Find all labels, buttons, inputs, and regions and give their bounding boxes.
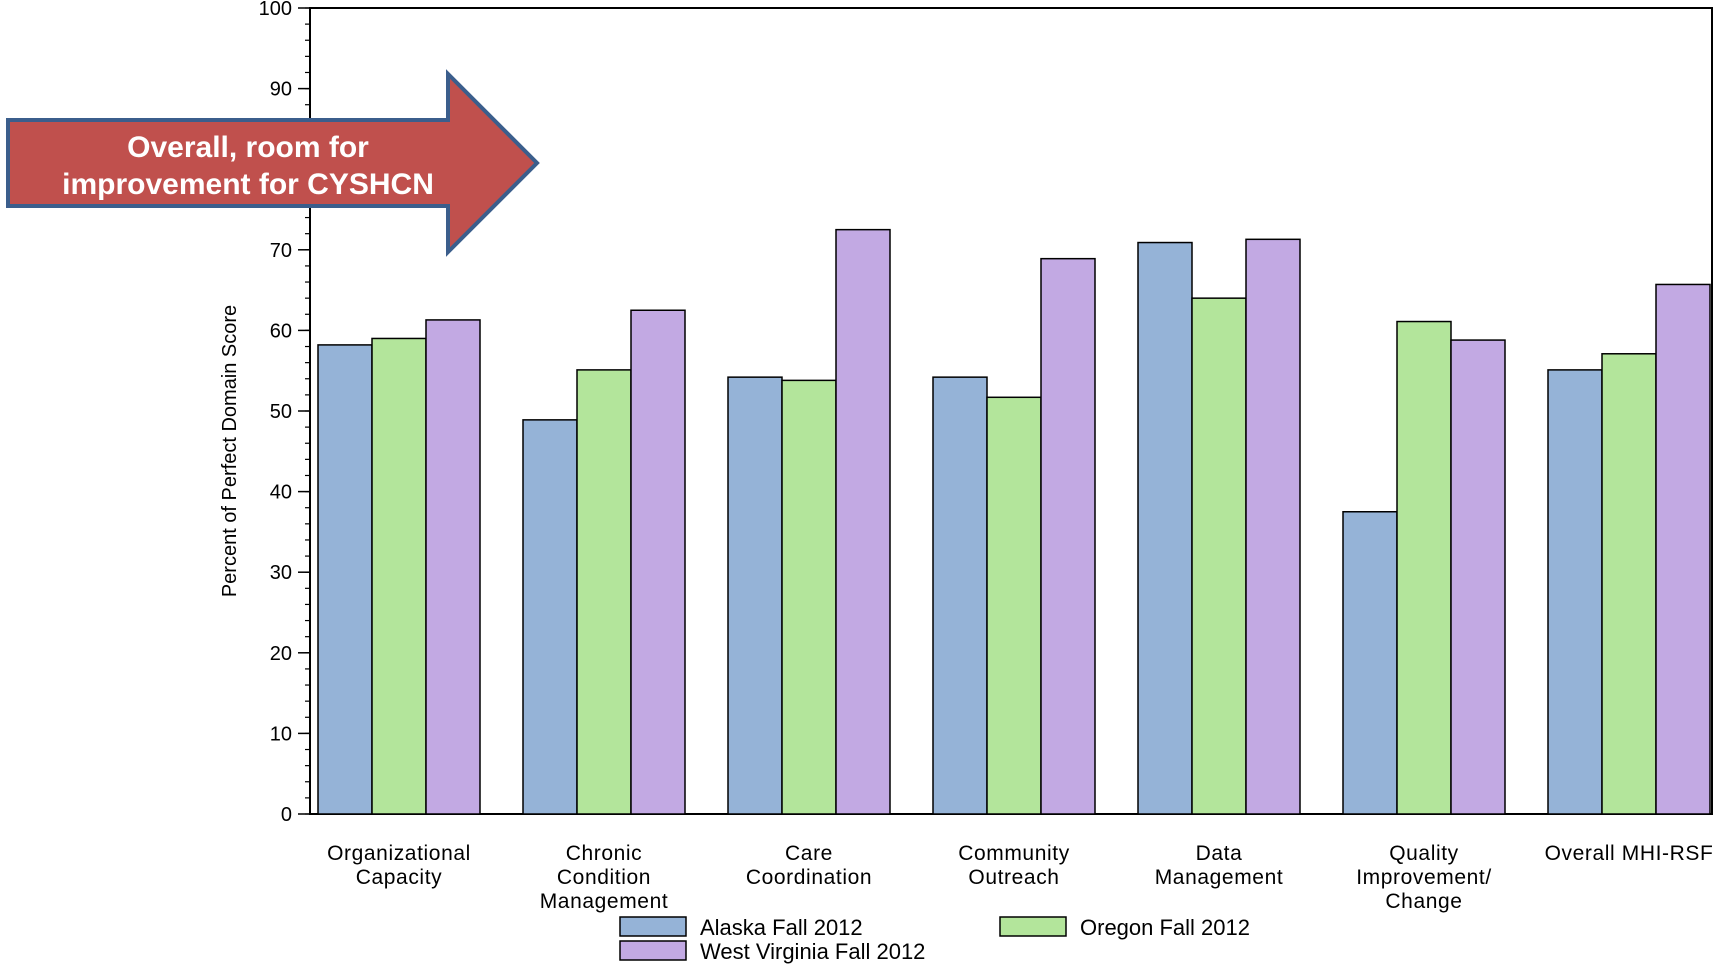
y-tick-label: 100	[259, 0, 292, 20]
legend-swatch	[619, 916, 687, 937]
y-tick-label: 40	[270, 482, 292, 504]
bar	[1342, 511, 1398, 815]
x-tick-label: Data	[1196, 842, 1243, 865]
x-tick-label: Capacity	[356, 866, 443, 889]
arrow-shape	[6, 69, 540, 257]
bar	[371, 337, 427, 815]
y-tick-label: 30	[270, 562, 292, 584]
x-tick-label: Quality	[1389, 842, 1459, 865]
bar	[1396, 320, 1452, 815]
bar	[986, 396, 1042, 815]
arrow-text: Overall, room for	[127, 131, 369, 164]
y-tick-label: 0	[281, 804, 292, 826]
arrow-text: improvement for CYSHCN	[62, 168, 434, 201]
legend-swatch	[619, 940, 687, 961]
legend-label: Alaska Fall 2012	[700, 915, 863, 940]
bar	[1137, 241, 1193, 815]
y-tick-label: 60	[270, 320, 292, 342]
x-tick-label: Care	[785, 842, 833, 865]
x-tick-label: Change	[1385, 890, 1462, 913]
x-tick-label: Coordination	[746, 866, 872, 889]
legend-label: Oregon Fall 2012	[1080, 915, 1250, 940]
bar	[1655, 283, 1711, 815]
bar	[835, 228, 891, 815]
x-tick-label: Improvement/	[1356, 866, 1492, 889]
legend-swatch	[999, 916, 1067, 937]
x-axis: OrganizationalCapacityChronicConditionMa…	[327, 842, 1713, 913]
x-tick-label: Overall MHI-RSF	[1545, 842, 1714, 865]
bar	[1450, 339, 1506, 815]
bar	[576, 369, 632, 815]
bars	[317, 228, 1711, 815]
x-tick-label: Management	[1155, 866, 1284, 889]
bar	[781, 379, 837, 815]
bar	[1547, 369, 1603, 815]
y-tick-label: 50	[270, 401, 292, 423]
y-tick-label: 10	[270, 723, 292, 745]
bar	[727, 376, 783, 815]
x-tick-label: Organizational	[327, 842, 471, 865]
bar	[1040, 257, 1096, 815]
y-axis-label: Percent of Perfect Domain Score	[219, 305, 241, 597]
bar	[1191, 297, 1247, 815]
x-tick-label: Management	[540, 890, 669, 913]
bar	[630, 309, 686, 815]
bar	[932, 376, 988, 815]
bar	[1245, 238, 1301, 815]
bar	[522, 419, 578, 815]
legend: Alaska Fall 2012 Oregon Fall 2012 West Vir…	[619, 915, 1250, 964]
y-tick-label: 70	[270, 240, 292, 262]
x-tick-label: Community	[958, 842, 1070, 865]
bar	[425, 319, 481, 815]
annotation-arrow: Overall, room for improvement for CYSHCN	[6, 69, 540, 257]
bar	[1601, 353, 1657, 815]
y-tick-label: 20	[270, 643, 292, 665]
x-tick-label: Outreach	[968, 866, 1059, 889]
bar	[317, 344, 373, 815]
y-tick-label: 90	[270, 79, 292, 101]
x-tick-label: Condition	[557, 866, 651, 889]
legend-label: West Virginia Fall 2012	[700, 939, 925, 964]
x-tick-label: Chronic	[566, 842, 643, 865]
